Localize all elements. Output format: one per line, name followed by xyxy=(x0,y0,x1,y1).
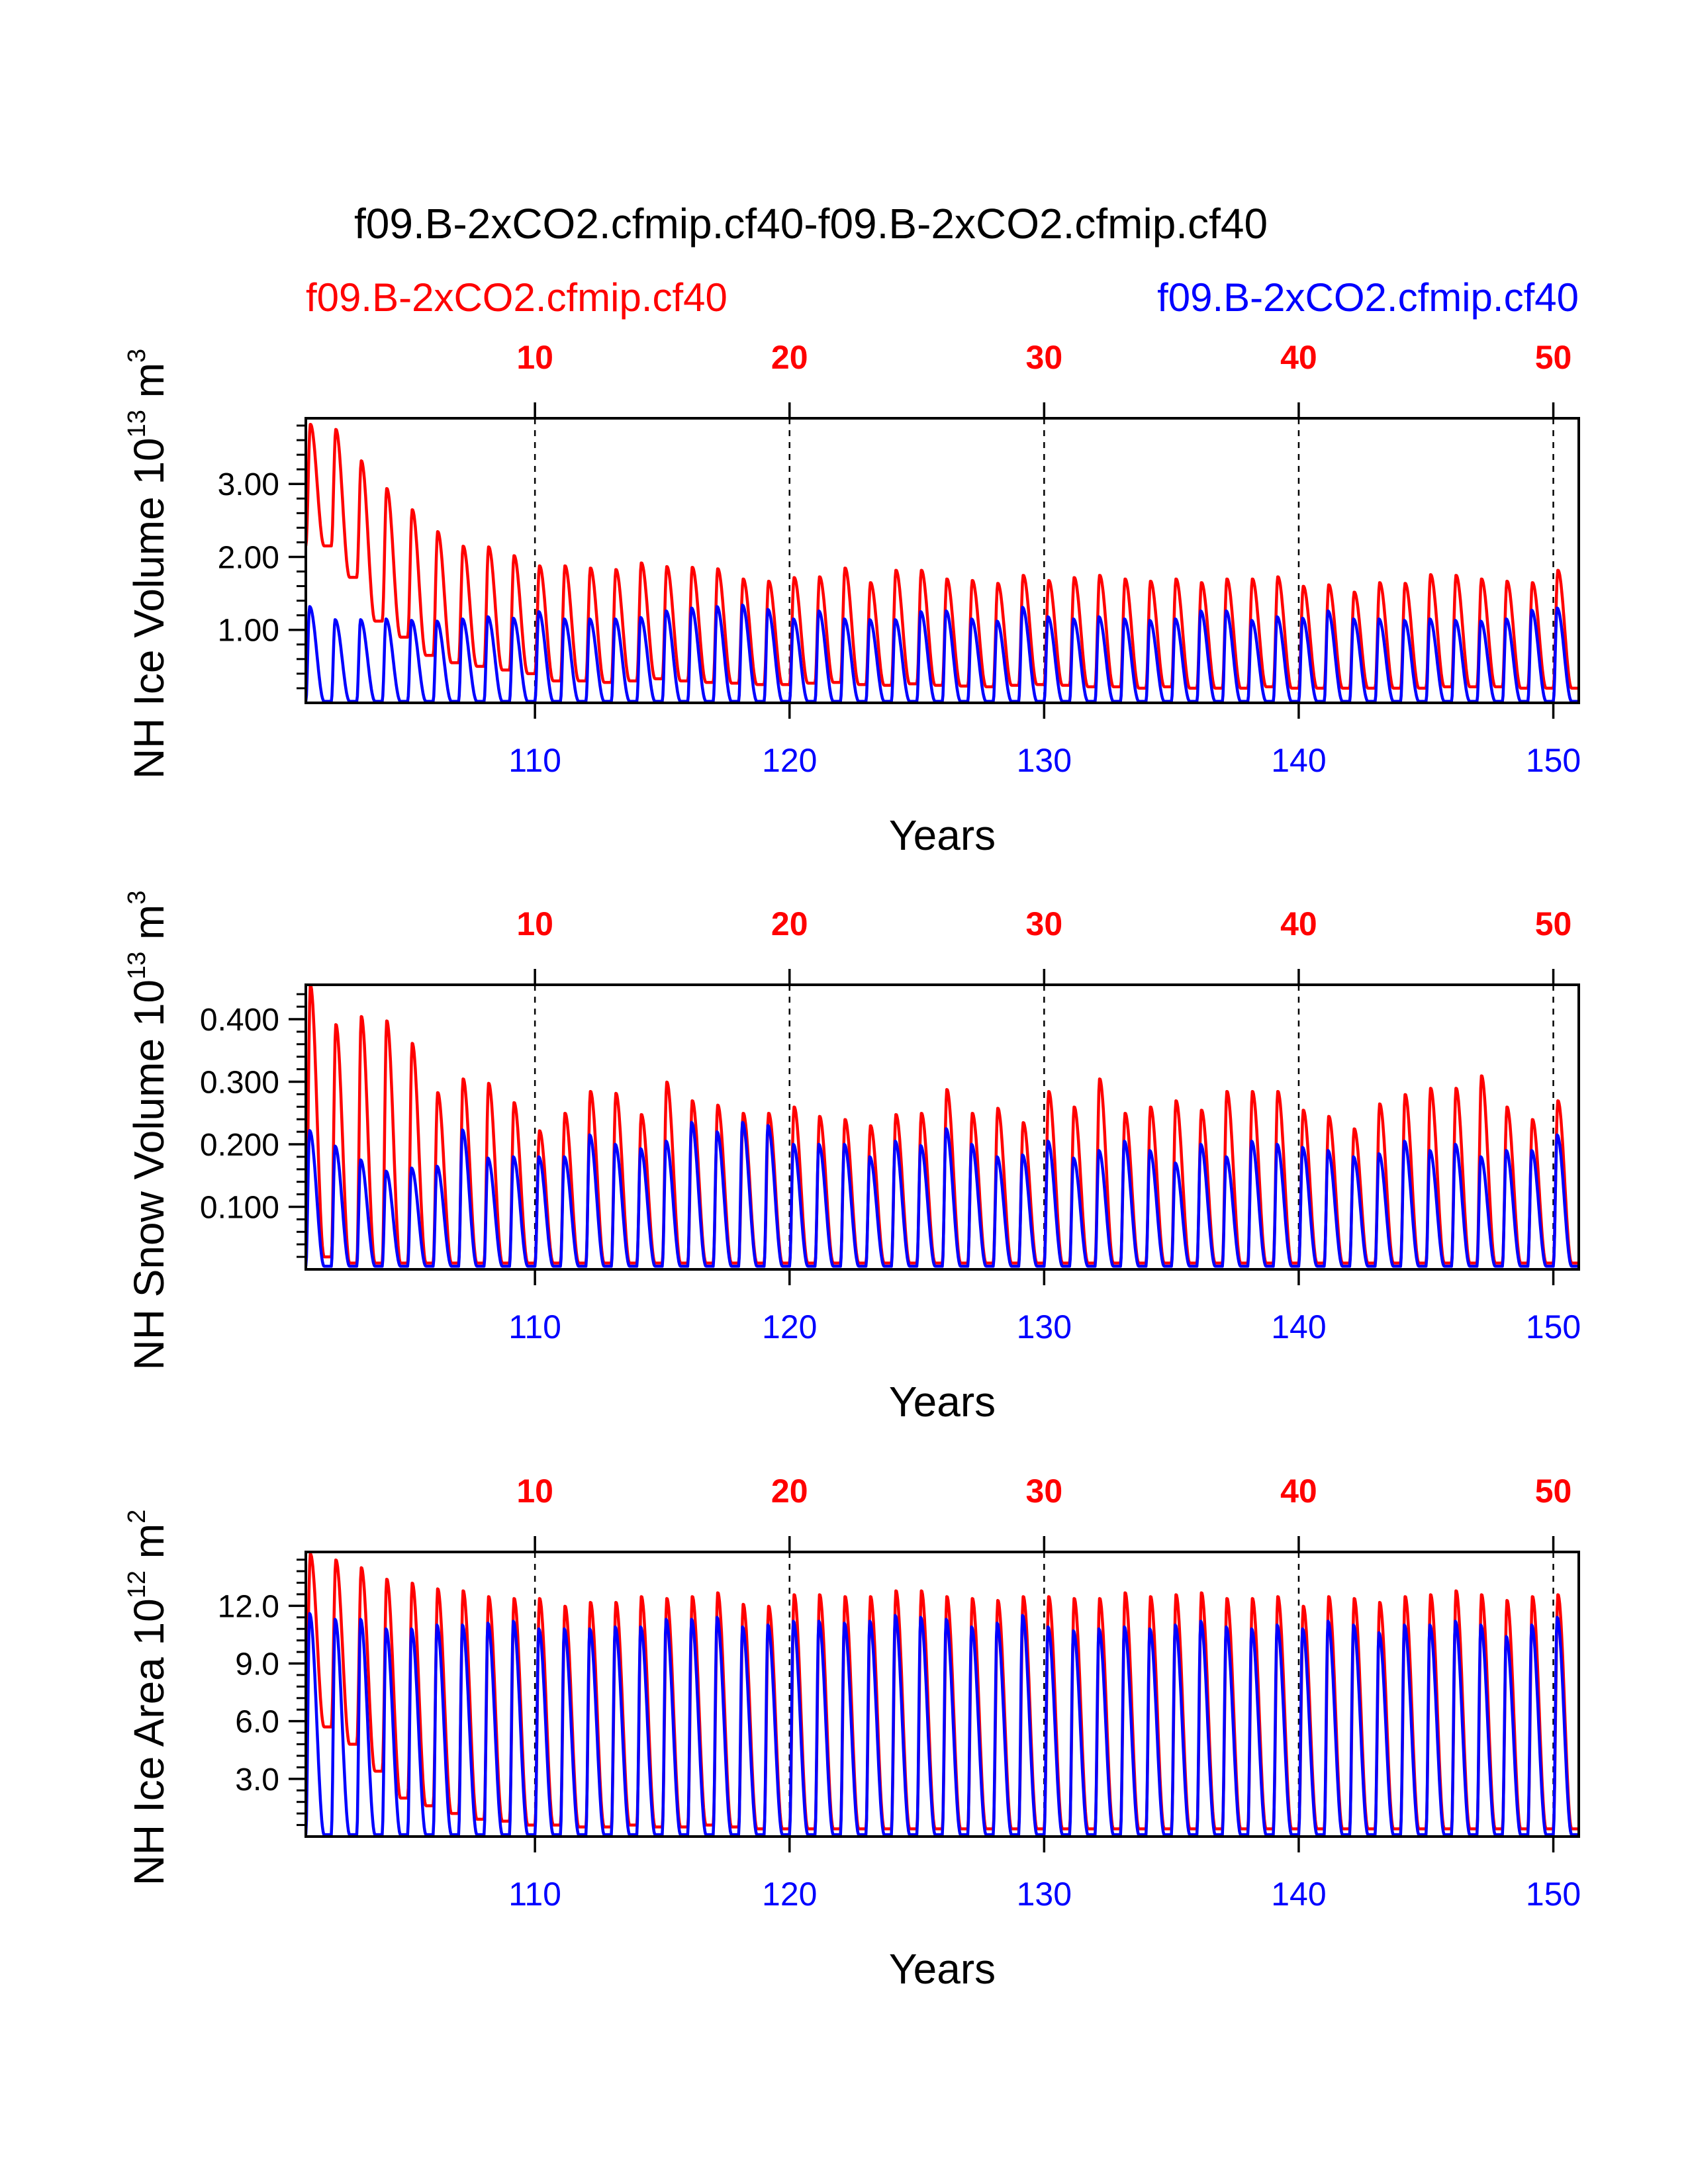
x-top-tick-label: 20 xyxy=(771,905,808,942)
x-top-tick-label: 10 xyxy=(516,339,553,376)
x-top-tick-label: 30 xyxy=(1026,905,1063,942)
x-bottom-tick-label: 140 xyxy=(1271,742,1326,779)
figure-title: f09.B-2xCO2.cfmip.cf40-f09.B-2xCO2.cfmip… xyxy=(354,200,1268,248)
x-bottom-tick-label: 150 xyxy=(1526,1308,1581,1345)
chart-panel-2: 0.100 0.200 0.300 0.400 110 120 130 140 150 10 20 3… xyxy=(123,890,1581,1426)
x-top-tick-label: 40 xyxy=(1280,905,1317,942)
y-tick-label: 0.300 xyxy=(200,1065,279,1100)
x-bottom-tick-label: 150 xyxy=(1526,742,1581,779)
x-top-tick-label: 20 xyxy=(771,339,808,376)
x-top-tick-label: 50 xyxy=(1535,1473,1572,1510)
x-axis-label: Years xyxy=(889,1378,996,1426)
x-axis-label: Years xyxy=(889,811,996,859)
x-top-tick-label: 40 xyxy=(1280,1473,1317,1510)
blue-series-line xyxy=(306,1120,1579,1268)
y-tick-label: 3.0 xyxy=(235,1762,279,1797)
x-bottom-tick-label: 110 xyxy=(508,1876,561,1913)
x-top-tick-label: 10 xyxy=(516,1473,553,1510)
y-tick-label: 0.400 xyxy=(200,1003,279,1038)
x-top-tick-label: 30 xyxy=(1026,1473,1063,1510)
left-series-label: f09.B-2xCO2.cfmip.cf40 xyxy=(306,275,727,320)
x-bottom-tick-label: 140 xyxy=(1271,1308,1326,1345)
x-top-tick-label: 40 xyxy=(1280,339,1317,376)
y-tick-label: 1.00 xyxy=(218,614,279,649)
x-top-tick-label: 30 xyxy=(1026,339,1063,376)
y-tick-label: 3.00 xyxy=(218,467,279,502)
chart-panels: 1.00 2.00 3.00 110 120 130 140 150 10 20 30 40 50 Yea… xyxy=(123,339,1581,1993)
y-tick-label: 6.0 xyxy=(235,1705,279,1740)
x-axis-label: Years xyxy=(889,1945,996,1993)
x-bottom-tick-label: 130 xyxy=(1017,1308,1072,1345)
y-tick-label: 12.0 xyxy=(218,1589,279,1624)
x-bottom-tick-label: 120 xyxy=(762,742,817,779)
x-bottom-tick-label: 130 xyxy=(1017,1876,1072,1913)
right-series-label: f09.B-2xCO2.cfmip.cf40 xyxy=(1157,275,1579,320)
x-bottom-tick-label: 150 xyxy=(1526,1876,1581,1913)
x-top-tick-label: 20 xyxy=(771,1473,808,1510)
x-bottom-tick-label: 120 xyxy=(762,1308,817,1345)
chart-panel-3: 3.0 6.0 9.0 12.0 110 120 130 140 150 10 20 30 40 50 Ye… xyxy=(123,1473,1581,1993)
x-top-tick-label: 50 xyxy=(1535,905,1572,942)
red-series-line xyxy=(306,422,1579,690)
x-top-tick-label: 50 xyxy=(1535,339,1572,376)
x-bottom-tick-label: 110 xyxy=(508,1308,561,1345)
chart-panel-1: 1.00 2.00 3.00 110 120 130 140 150 10 20 30 40 50 Yea… xyxy=(123,339,1581,859)
y-tick-label: 2.00 xyxy=(218,540,279,575)
blue-series-line xyxy=(306,604,1579,703)
y-tick-label: 0.100 xyxy=(200,1190,279,1225)
y-axis-label: NH Ice Area 1012 m2 xyxy=(123,1510,173,1886)
plot-frame xyxy=(305,983,1580,1271)
x-bottom-tick-label: 140 xyxy=(1271,1876,1326,1913)
y-axis-label: NH Snow Volume 1013 m3 xyxy=(123,890,173,1370)
blue-series-line xyxy=(306,1612,1579,1837)
x-bottom-tick-label: 120 xyxy=(762,1876,817,1913)
y-axis-label: NH Ice Volume 1013 m3 xyxy=(123,349,173,779)
x-bottom-tick-label: 130 xyxy=(1017,742,1072,779)
x-bottom-tick-label: 110 xyxy=(508,742,561,779)
plot-frame xyxy=(305,1551,1580,1838)
y-tick-label: 9.0 xyxy=(235,1647,279,1682)
plot-frame xyxy=(305,417,1580,704)
x-top-tick-label: 10 xyxy=(516,905,553,942)
y-tick-label: 0.200 xyxy=(200,1128,279,1163)
